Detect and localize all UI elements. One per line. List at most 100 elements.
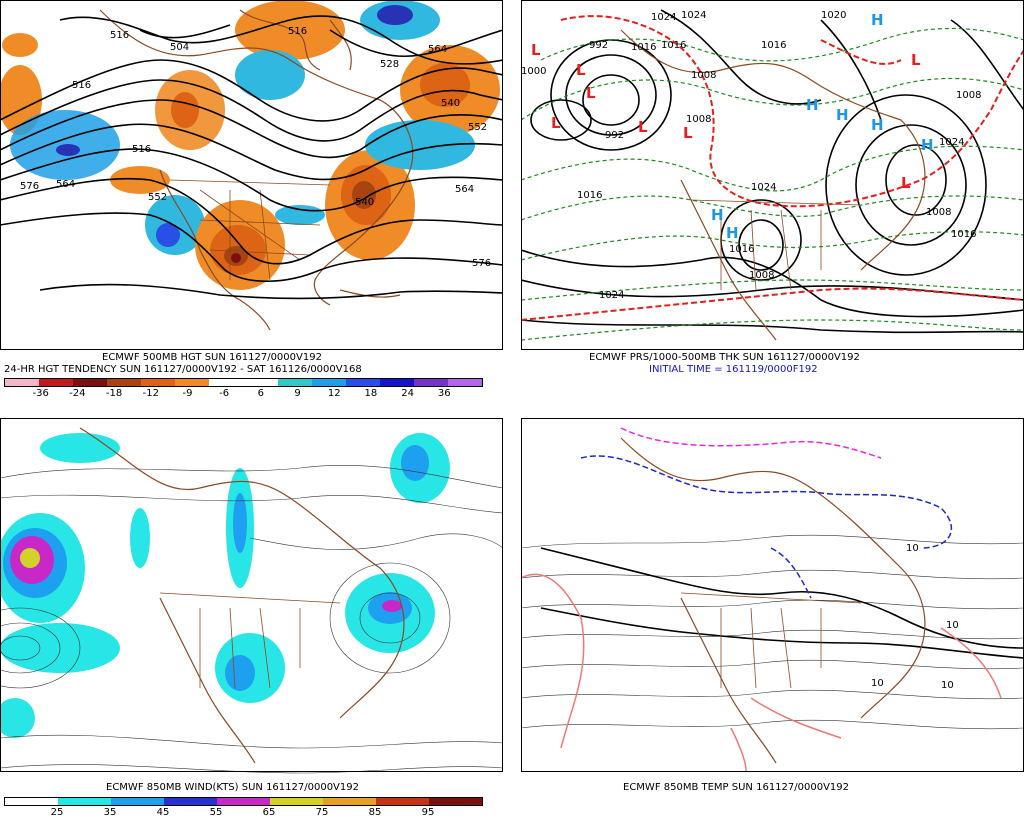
svg-text:576: 576: [472, 258, 491, 269]
temp-caption: ECMWF 850MB TEMP SUN 161127/0000V192: [623, 782, 850, 793]
svg-text:504: 504: [170, 42, 189, 53]
svg-text:L: L: [901, 174, 911, 192]
hgt-colorbar-swatch: [39, 379, 74, 386]
hgt-colorbar-label: -9: [182, 388, 193, 399]
svg-text:992: 992: [605, 130, 624, 141]
hgt-colorbar-swatch: [141, 379, 176, 386]
svg-text:L: L: [683, 124, 693, 142]
hgt-colorbar-label: 9: [294, 388, 301, 399]
svg-text:540: 540: [355, 197, 374, 208]
map-850mb-temperature: 10 10 10 10: [521, 418, 1024, 772]
freezing-line: [580, 455, 953, 599]
wind-colorbar-swatch: [5, 798, 58, 805]
wind-speed-colorbar-labels: 25 35 45 55 65 75 85 95: [4, 807, 481, 819]
isobar-labels: 1024 1016 992 1008 1000 992 1016 1024 10…: [521, 10, 981, 301]
hgt-colorbar-label: -36: [32, 388, 49, 399]
hgt-colorbar-label: -12: [142, 388, 159, 399]
svg-text:L: L: [586, 84, 596, 102]
hgt-colorbar-swatch: [311, 379, 346, 386]
hgt-tendency-colorbar-labels: -36 -24 -18 -12 -9 -6 6 9 12 18 24 36: [4, 388, 481, 400]
hgt-colorbar-label: -6: [219, 388, 230, 399]
svg-text:L: L: [551, 114, 561, 132]
svg-text:H: H: [726, 224, 739, 242]
wind-speed-colorbar: [4, 797, 483, 806]
hgt-colorbar-swatch: [73, 379, 108, 386]
hgt-colorbar-swatch: [243, 379, 278, 386]
hgt-caption-line2: 24-HR HGT TENDENCY SUN 161127/0000V192 -…: [4, 364, 362, 375]
prs-caption-line1: ECMWF PRS/1000-500MB THK SUN 161127/0000…: [589, 352, 860, 363]
wind-caption: ECMWF 850MB WIND(KTS) SUN 161127/0000V19…: [106, 782, 359, 793]
warm-contours: [521, 573, 1002, 772]
high-pressure-markers: H H H H H H H: [711, 11, 934, 242]
hgt-colorbar-label: -18: [105, 388, 123, 399]
wind-colorbar-swatch: [111, 798, 164, 805]
wind-colorbar-label: 95: [421, 807, 435, 818]
prs-caption-line2: INITIAL TIME = 161119/0000F192: [649, 364, 818, 375]
svg-text:L: L: [638, 118, 648, 136]
svg-text:1020: 1020: [821, 10, 846, 21]
panel-850mb-wind: ECMWF 850MB WIND(KTS) SUN 161127/0000V19…: [0, 418, 503, 819]
svg-text:564: 564: [56, 179, 75, 190]
svg-text:1016: 1016: [951, 229, 976, 240]
svg-text:H: H: [871, 116, 884, 134]
height-tendency-fields: [0, 0, 500, 290]
svg-text:H: H: [711, 206, 724, 224]
hgt-colorbar-swatch: [379, 379, 414, 386]
svg-text:1008: 1008: [686, 114, 711, 125]
svg-text:L: L: [911, 51, 921, 69]
svg-text:516: 516: [132, 144, 151, 155]
hgt-tendency-colorbar: [4, 378, 483, 387]
cold-contours: [620, 427, 882, 459]
wind-colorbar-swatch: [270, 798, 323, 805]
temperature-contours: [521, 534, 1024, 730]
svg-text:1016: 1016: [661, 40, 686, 51]
wind-colorbar-label: 35: [103, 807, 117, 818]
svg-text:1008: 1008: [926, 207, 951, 218]
hgt-colorbar-label: 18: [364, 388, 378, 399]
height-contours: [0, 15, 503, 300]
reference-thickness-contours: [521, 15, 1024, 321]
coastlines: [99, 9, 414, 331]
svg-text:1024: 1024: [651, 12, 676, 23]
hgt-colorbar-label: 12: [327, 388, 341, 399]
wind-colorbar-swatch: [164, 798, 217, 805]
wind-colorbar-label: 85: [368, 807, 382, 818]
svg-text:10: 10: [906, 543, 919, 554]
svg-text:540: 540: [441, 98, 460, 109]
hgt-colorbar-swatch: [277, 379, 312, 386]
svg-text:10: 10: [941, 680, 954, 691]
wind-colorbar-label: 65: [262, 807, 276, 818]
hgt-colorbar-label: 6: [257, 388, 265, 399]
svg-text:1016: 1016: [761, 40, 786, 51]
hgt-caption-line1: ECMWF 500MB HGT SUN 161127/0000V192: [102, 352, 322, 363]
svg-text:H: H: [871, 11, 884, 29]
wind-colorbar-swatch: [323, 798, 376, 805]
svg-text:564: 564: [428, 44, 447, 55]
coastlines: [79, 427, 405, 764]
thickness-contours: [521, 27, 1024, 341]
svg-text:564: 564: [455, 184, 474, 195]
svg-text:576: 576: [20, 181, 39, 192]
svg-text:516: 516: [288, 26, 307, 37]
coastlines: [620, 437, 926, 764]
map-850mb-wind: [0, 418, 503, 774]
svg-text:L: L: [576, 61, 586, 79]
svg-text:10: 10: [871, 678, 884, 689]
wind-colorbar-swatch: [217, 798, 270, 805]
height-contour-labels: 516 504 516 516 528 564 540 552 516 576 …: [20, 26, 491, 269]
svg-text:1016: 1016: [631, 42, 656, 53]
wind-colorbar-swatch: [429, 798, 482, 805]
map-pressure-thickness: 1024 1016 992 1008 1000 992 1016 1024 10…: [521, 0, 1024, 350]
temperature-contour-labels: 10 10 10 10: [871, 543, 959, 691]
svg-text:1016: 1016: [577, 190, 602, 201]
svg-text:552: 552: [468, 122, 487, 133]
isobars: [521, 9, 1024, 334]
hgt-colorbar-swatch: [209, 379, 244, 386]
wind-speed-fields: [0, 433, 450, 738]
svg-text:516: 516: [72, 80, 91, 91]
low-pressure-markers: L L L L L L L L: [531, 41, 921, 192]
hgt-colorbar-swatch: [107, 379, 142, 386]
wind-colorbar-swatch: [376, 798, 429, 805]
svg-text:10: 10: [946, 620, 959, 631]
panel-500mb-height: 516 504 516 516 528 564 540 552 516 576 …: [0, 0, 503, 400]
